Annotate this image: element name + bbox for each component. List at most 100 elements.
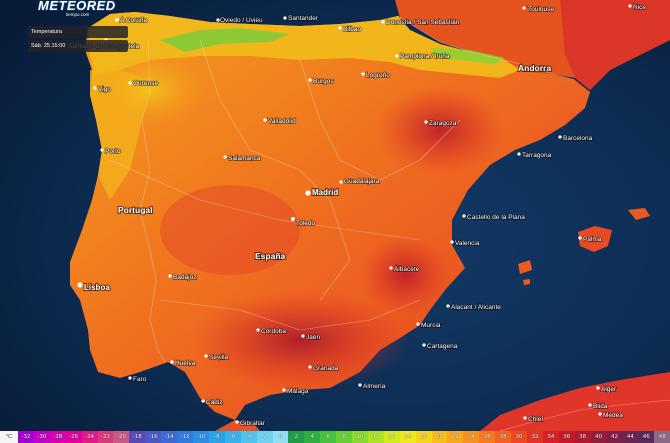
legend-stop: 46: [638, 431, 655, 443]
legend-stop: -12: [177, 431, 193, 443]
france-heat: [560, 0, 670, 90]
city-label-sevilla: Sevilla: [209, 354, 229, 361]
city-label-nice: Nice: [633, 4, 646, 11]
legend-stop: -20: [113, 431, 130, 443]
legend-stop: 26: [479, 431, 496, 443]
country-label-portugal: Portugal: [118, 205, 152, 215]
city-label-cartagena: Cartagena: [427, 343, 458, 350]
city-label-guadalajara: Guadalajara: [344, 178, 380, 185]
legend-stop: 32: [527, 431, 543, 443]
legend-stop: -18: [129, 431, 146, 443]
city-label-alger: Alger: [601, 386, 617, 393]
legend-stop: 36: [558, 431, 575, 443]
legend-stop: -4: [240, 431, 257, 443]
city-label-porto: Porto: [105, 148, 121, 155]
legend-stop: 38: [574, 431, 591, 443]
north-africa-landmass: [480, 372, 670, 431]
city-label-toulouse: Toulouse: [528, 6, 554, 13]
madrid-capital-marker: [305, 190, 311, 196]
brand-name: METEORED: [38, 0, 116, 13]
legend-stop: 30: [511, 431, 527, 443]
meteored-logo[interactable]: METEORED tiempo.com: [30, 0, 120, 18]
legend-unit: °C: [0, 431, 18, 443]
city-label-ourense: Ourense: [133, 80, 158, 87]
city-label-santander: Santander: [288, 15, 319, 22]
city-label-tarragona: Tarragona: [522, 152, 552, 159]
legend-stop: -14: [161, 431, 178, 443]
city-label-pamplona: Pamplona / Iruña: [400, 53, 450, 60]
layer-label: Temperatura: [31, 29, 62, 35]
legend-stop: 18: [415, 431, 432, 443]
city-label-burgos: Burgos: [313, 78, 334, 85]
timestamp-label: Sáb. 25 15:00: [31, 43, 66, 49]
legend-stop: 8: [336, 431, 353, 443]
legend-stop: 34: [542, 431, 559, 443]
country-label-espana: España: [255, 251, 286, 261]
city-label-cadiz: Cádiz: [206, 399, 223, 406]
city-label-gibraltar: Gibraltar: [240, 420, 266, 427]
legend-stop: 12: [367, 431, 384, 443]
city-label-cordoba: Córdoba: [261, 328, 286, 335]
city-label-castellon: Castello de la Plana: [467, 214, 525, 221]
legend-stop: 24: [463, 431, 480, 443]
northern-cool-strip: [88, 12, 520, 78]
city-label-albacete: Albacete: [394, 266, 420, 273]
guadalquivir-heat-spot: [190, 290, 410, 390]
legend-stop: 14: [383, 431, 400, 443]
city-label-almeria: Almería: [363, 383, 386, 390]
city-label-malaga: Málaga: [287, 388, 309, 395]
city-label-barcelona: Barcelona: [563, 135, 593, 142]
city-label-badajoz: Badajoz: [173, 274, 197, 281]
city-label-logrono: Logroño: [366, 72, 390, 79]
brand-tagline: tiempo.com: [66, 12, 90, 17]
city-label-toledo: Toledo: [296, 220, 316, 227]
city-label-vigo: Vigo: [98, 86, 111, 93]
borders: [109, 15, 670, 432]
formentera-island: [523, 279, 530, 285]
ebro-heat-spot: [375, 85, 505, 175]
legend-stop: -6: [224, 431, 241, 443]
legend-stop: 6: [320, 431, 337, 443]
morocco-tip: [215, 420, 260, 431]
layer-selector[interactable]: Temperatura: [28, 26, 128, 38]
menorca-island: [628, 208, 650, 220]
city-label-a-coruna: A Coruña: [120, 17, 147, 24]
legend-stop: 16: [399, 431, 416, 443]
legend-stop: 42: [606, 431, 623, 443]
city-label-donostia: Donostia / San Sebastián: [386, 19, 460, 26]
city-label-salamanca: Salamanca: [228, 155, 261, 162]
ibiza-island: [518, 260, 532, 274]
legend-stop: -10: [192, 431, 209, 443]
city-label-chlef: Chlef: [528, 416, 543, 423]
green-ridges: [160, 28, 290, 52]
legend-stop: 4: [304, 431, 321, 443]
city-label-medea: Médéa: [603, 412, 623, 419]
pyrenees-ridges: [430, 48, 505, 64]
lisboa-capital-marker: [77, 282, 83, 288]
legend-stop: 48: [654, 431, 670, 443]
timestamp-panel: Sáb. 25 15:00: [28, 40, 128, 52]
city-label-oviedo: Oviedo / Uviéu: [220, 17, 263, 24]
legend-stop: -28: [49, 431, 66, 443]
city-label-zaragoza: Zaragoza: [429, 120, 457, 127]
legend-stop: 2: [288, 431, 305, 443]
city-label-murcia: Murcia: [421, 322, 441, 329]
city-label-huelva: Huelva: [175, 360, 196, 367]
legend-stop: -32: [18, 431, 34, 443]
city-label-blida: Blida: [593, 403, 608, 410]
country-label-andorra: Andorra: [518, 63, 551, 73]
temperature-legend: °C -32 -30 -28 -26 -24 -22 -20 -18 -16 -14 -12 -10-…: [0, 431, 670, 443]
mallorca-island: [578, 226, 612, 252]
legend-stop: -2: [256, 431, 273, 443]
legend-stop: 22: [447, 431, 464, 443]
city-label-bilbao: Bilbao: [343, 26, 361, 33]
southeast-heat-spot: [360, 235, 450, 315]
legend-stop: -26: [65, 431, 82, 443]
city-label-faro: Faro: [133, 376, 147, 383]
city-label-valladolid: Valladolid: [268, 118, 296, 125]
legend-stop: -30: [33, 431, 50, 443]
city-label-alicante: Alacant / Alicante: [451, 304, 501, 311]
central-heat: [160, 185, 300, 275]
